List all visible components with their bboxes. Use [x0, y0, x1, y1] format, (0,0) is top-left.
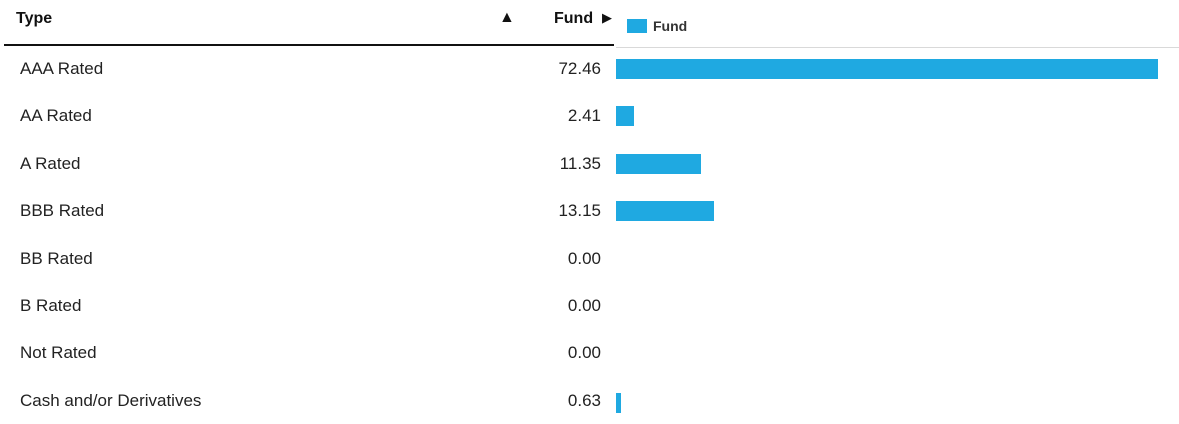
chart-divider	[616, 47, 1179, 48]
category-label: AAA Rated	[20, 59, 104, 78]
header-divider	[4, 44, 614, 46]
value-label: 2.41	[567, 106, 601, 126]
table-row: A Rated 11.35	[0, 140, 1179, 187]
legend-label: Fund	[653, 18, 688, 34]
value-label: 0.00	[567, 296, 601, 315]
chart-legend: Fund	[627, 17, 687, 35]
fund-bar[interactable]	[616, 59, 1158, 79]
table-row: B Rated 0.00	[0, 282, 1179, 329]
value-label: 13.15	[558, 201, 601, 221]
legend-swatch	[627, 19, 647, 33]
table-row: Cash and/or Derivatives 0.63	[0, 377, 1179, 424]
value-label: 0.00	[567, 248, 601, 268]
category-label: BBB Rated	[20, 201, 105, 221]
table-row: AA Rated 2.41	[0, 92, 1179, 139]
table-row: Not Rated 0.00	[0, 329, 1179, 376]
fund-bar[interactable]	[616, 201, 715, 222]
fund-bar[interactable]	[616, 392, 621, 413]
fund-bar[interactable]	[616, 153, 701, 174]
table-row: BB Rated 0.00	[0, 235, 1179, 282]
category-label: A Rated	[20, 153, 81, 173]
category-label: Not Rated	[20, 343, 97, 363]
table-header: Type ▲ Fund ▶ Fund	[0, 0, 1179, 48]
value-label: 0.63	[567, 390, 601, 410]
fund-bar[interactable]	[616, 106, 635, 127]
sort-up-icon[interactable]: ▲	[499, 9, 515, 26]
table-row: BBB Rated 13.15	[0, 187, 1179, 234]
value-label: 0.00	[567, 343, 601, 363]
value-label: 11.35	[559, 153, 601, 173]
table-row: AAA Rated 72.46	[0, 45, 1179, 92]
caret-right-icon[interactable]: ▶	[602, 10, 612, 25]
value-label: 72.46	[558, 59, 601, 78]
category-label: Cash and/or Derivatives	[20, 390, 202, 410]
fund-column-header[interactable]: Fund	[554, 10, 594, 27]
type-column-header[interactable]: Type	[16, 10, 53, 27]
category-label: BB Rated	[20, 248, 93, 268]
category-label: AA Rated	[20, 106, 92, 126]
category-label: B Rated	[20, 296, 82, 315]
